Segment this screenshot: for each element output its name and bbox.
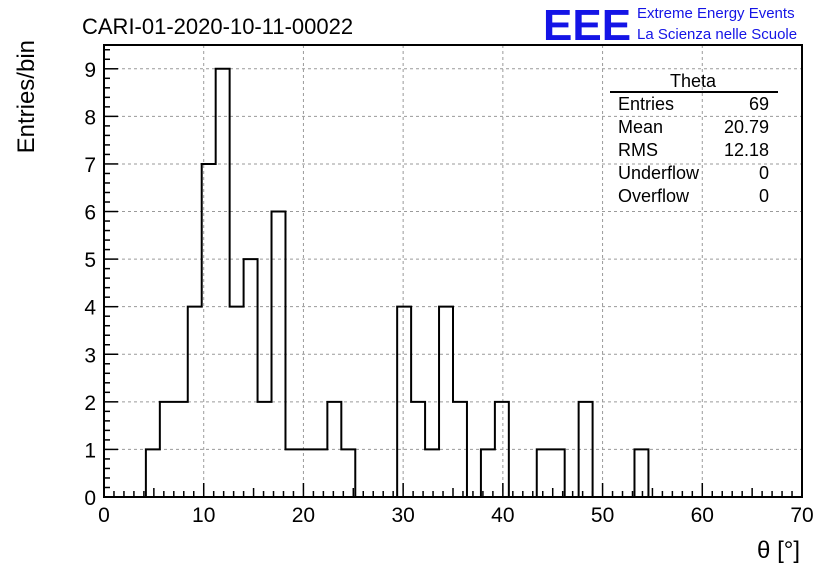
stats-box: Theta Entries 69 Mean 20.79 RMS 12.18 Un… [610,71,778,206]
y-tick-label: 1 [84,439,96,462]
x-tick-label: 20 [292,504,315,527]
stats-label-rms: RMS [618,140,658,160]
y-tick-label: 3 [84,344,96,367]
x-axis-label: θ [°] [757,537,800,564]
x-tick-label: 40 [491,504,514,527]
x-tick-label: 0 [98,504,110,527]
x-tick-label: 50 [591,504,614,527]
eee-logo: EEE Extreme Energy Events La Scienza nel… [543,1,797,50]
stats-value-entries: 69 [749,94,769,114]
y-tick-label: 7 [84,154,96,177]
stats-name: Theta [670,71,717,91]
x-axis: 0 10 20 30 40 50 60 70 [98,483,814,527]
stats-label-entries: Entries [618,94,674,114]
stats-value-overflow: 0 [759,186,769,206]
y-axis-label: Entries/bin [13,40,40,153]
y-tick-label: 4 [84,297,96,320]
stats-value-mean: 20.79 [724,117,769,137]
stats-value-rms: 12.18 [724,140,769,160]
logo-line-1: Extreme Energy Events [637,5,795,22]
chart-title: CARI-01-2020-10-11-00022 [82,14,353,39]
y-tick-label: 8 [84,106,96,129]
y-tick-label: 0 [84,487,96,510]
stats-value-underflow: 0 [759,163,769,183]
y-tick-label: 2 [84,392,96,415]
y-axis: 0 1 2 3 4 5 6 7 8 9 [84,49,118,510]
x-tick-label: 70 [790,504,813,527]
grid-lines [104,45,802,497]
y-tick-label: 5 [84,249,96,272]
plot-frame [103,44,803,498]
x-tick-label: 30 [391,504,414,527]
y-tick-label: 9 [84,59,96,82]
y-tick-label: 6 [84,202,96,225]
stats-label-underflow: Underflow [618,163,700,183]
x-tick-label: 60 [691,504,714,527]
stats-label-overflow: Overflow [618,186,690,206]
stats-label-mean: Mean [618,117,663,137]
x-tick-label: 10 [192,504,215,527]
histogram-series [104,67,802,498]
logo-line-2: La Scienza nelle Scuole [637,26,797,43]
logo-mark: EEE [543,1,631,50]
